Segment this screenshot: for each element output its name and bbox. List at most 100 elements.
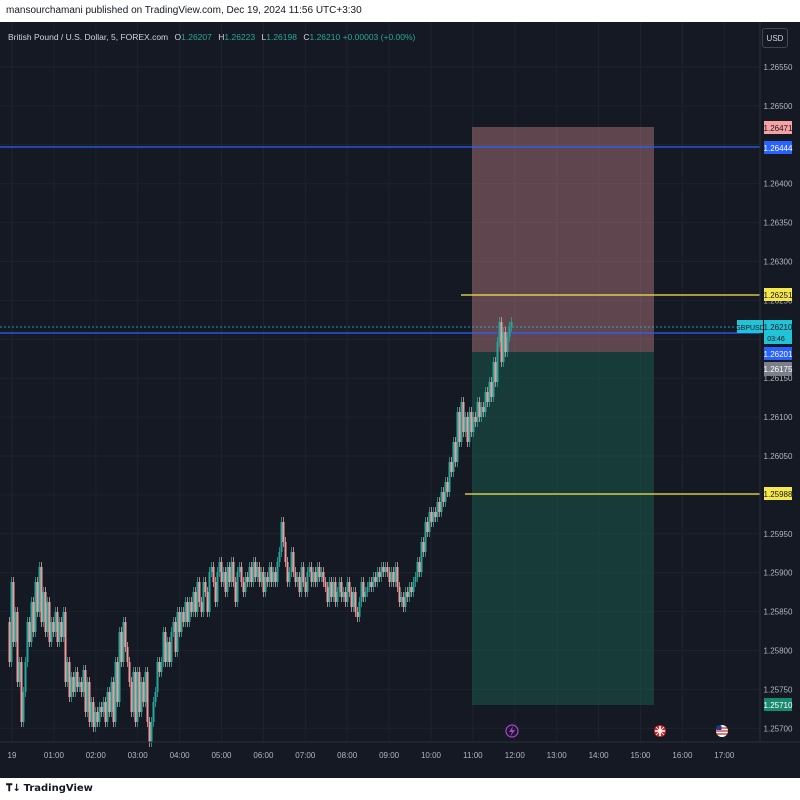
time-tick-label: 13:00 [547,751,568,760]
candle-body [76,672,79,687]
candle-body [174,622,177,652]
candle-body [472,417,475,432]
label-yellow-lower: 1.25988 [764,487,793,500]
candle-body [478,402,481,417]
candle-body [456,412,459,462]
candle-body [112,682,115,722]
candle-body [140,682,143,712]
candle-body [34,582,37,632]
time-tick-label: 19 [8,751,17,760]
candle-body [418,562,421,572]
candle-body [84,670,87,712]
candle-body [144,672,147,702]
candle-body [210,567,213,572]
price-tick-label: 1.25950 [764,530,793,539]
candle-body [330,582,333,597]
svg-text:GBPUSD: GBPUSD [735,325,765,332]
candle-body [118,632,121,702]
uk-flag-event-icon[interactable] [654,725,666,737]
candle-body [202,582,205,612]
candle-body [498,322,501,342]
candle-body [372,577,375,587]
candle-body [132,672,135,712]
candle-body [360,582,363,602]
time-tick-label: 05:00 [211,751,232,760]
candle-body [250,567,253,582]
currency-button[interactable]: USD [762,28,788,48]
risk-zone[interactable] [472,127,654,352]
candle-body [420,542,423,572]
time-axis[interactable]: 19 01:00 02:00 03:00 04:00 05:00 06:00 07:00 08:… [8,751,735,760]
candle-body [124,622,127,647]
candle-body [310,567,313,582]
candle-body [466,417,469,442]
price-tick-label: 1.26400 [764,180,793,189]
brand-name: TradingView [23,783,93,794]
candle-body [226,567,229,592]
candle-body [508,327,511,337]
price-chart[interactable]: 1.265501.265001.264501.264001.263501.263… [0,22,800,778]
price-tick-label: 1.26300 [764,258,793,267]
candle-body [274,572,277,582]
candle-body [288,572,291,582]
label-blue-line-upper: 1.26444 [764,141,793,154]
label-yellow-upper: 1.26251 [764,288,793,301]
candle-body [500,322,503,362]
lightning-event-icon[interactable] [505,724,519,738]
candle-body [308,567,311,572]
candle-body [488,382,491,402]
candle-body [464,417,467,432]
candle-body [470,412,473,432]
candle-body [476,402,479,422]
candle-body [244,577,247,592]
candle-body [444,482,447,502]
chart-area[interactable]: 1.265501.265001.264501.264001.263501.263… [0,22,800,778]
candle-body [218,562,221,572]
candle-body [82,670,85,692]
footer-bar: 𝐓↓ TradingView [0,778,800,800]
price-tick-label: 1.25900 [764,569,793,578]
us-flag-event-icon[interactable] [716,725,728,737]
candle-body [158,662,161,672]
candle-body [216,572,219,602]
candle-body [186,602,189,622]
tv-logo-icon: 𝐓↓ [6,783,21,794]
candle-body [54,612,57,632]
candle-body [102,702,105,712]
candle-body [136,672,139,722]
candle-body [50,622,53,642]
candle-body [328,582,331,602]
candle-body [306,572,309,592]
candle-body [296,577,299,582]
time-tick-label: 02:00 [86,751,107,760]
candle-body [24,662,27,692]
candle-body [134,672,137,722]
tradingview-logo[interactable]: 𝐓↓ TradingView [6,778,93,800]
candle-body [318,567,321,577]
reward-zone[interactable] [472,352,654,705]
candle-body [436,502,439,517]
price-tick-label: 1.26050 [764,452,793,461]
candle-body [10,582,13,662]
candle-body [88,682,91,722]
candle-body [406,592,409,597]
candle-body [252,562,255,582]
candle-body [506,337,509,352]
candle-body [138,672,141,712]
candle-body [300,567,303,592]
candle-body [344,592,347,602]
candle-body [242,582,245,592]
price-axis[interactable]: 1.265501.265001.264501.264001.263501.263… [764,63,793,733]
candle-body [96,712,99,722]
candle-body [336,592,339,602]
low-value: 1.26198 [266,32,297,42]
candle-body [428,512,431,532]
candle-body [504,332,507,352]
candle-body [282,522,285,542]
candle-body [264,577,267,592]
candles [8,317,513,747]
symbol-legend[interactable]: British Pound / U.S. Dollar, 5, FOREX.co… [8,32,415,42]
candle-body [66,662,69,682]
candle-body [246,577,249,582]
candle-body [496,342,499,382]
